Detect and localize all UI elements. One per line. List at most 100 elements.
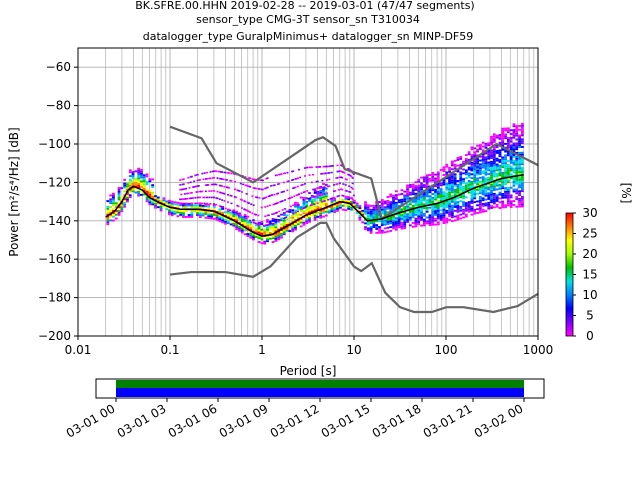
density-cell [476,148,479,151]
density-cell [280,232,283,235]
density-cell [274,222,278,225]
density-cell [520,138,524,141]
density-cell [137,179,141,182]
density-cell [484,165,488,168]
density-cell [215,197,218,199]
density-cell [128,188,132,191]
density-cell [436,196,440,199]
density-cell [515,152,519,154]
density-cell [411,212,415,215]
density-cell [156,198,160,201]
density-cell [148,203,152,206]
density-cell [490,137,493,140]
density-cell [375,212,379,215]
density-cell [481,176,485,179]
density-cell [208,177,211,180]
density-cell [321,172,324,175]
density-cell [394,222,398,225]
density-cell [372,226,376,228]
density-cell [319,195,323,198]
density-cell [184,216,188,218]
density-cell [414,188,418,191]
density-cell [364,216,367,219]
density-cell [462,160,465,163]
density-cell [406,190,409,193]
density-cell [340,164,343,166]
density-cell [112,211,115,214]
density-cell [406,203,409,206]
density-cell [173,203,177,206]
density-cell [473,193,477,196]
density-cell [278,210,281,213]
density-cell [481,205,485,207]
density-cell [355,212,359,214]
density-cell [206,202,208,205]
density-cell [228,172,231,174]
density-cell [450,216,454,219]
density-cell [492,135,496,138]
density-cell [450,175,454,178]
density-cell [518,138,521,141]
density-cell [333,211,337,213]
density-cell [422,193,426,196]
density-cell [366,221,370,224]
density-cell [278,173,281,176]
density-cell [271,237,275,240]
density-cell [260,230,264,233]
density-cell [347,200,351,203]
density-cell [431,189,435,192]
density-cell [268,232,272,234]
density-cell [506,179,510,182]
density-cell [274,236,278,238]
density-cell [230,195,233,197]
density-cell [442,200,446,203]
density-cell [258,223,261,226]
density-cell [425,193,429,196]
density-cell [515,125,519,128]
density-cell [246,233,250,235]
density-cell [369,212,373,215]
density-cell [403,200,407,203]
density-cell [375,206,379,209]
density-cell [109,194,113,197]
density-cell [470,184,474,187]
density-cell [264,224,267,227]
density-cell [240,216,244,219]
density-cell [184,204,188,207]
density-cell [294,219,297,222]
density-cell [456,208,460,211]
density-cell [249,236,253,239]
density-cell [487,155,491,158]
density-cell [338,202,342,205]
density-cell [246,210,249,212]
density-cell [464,182,468,185]
density-cell [244,176,247,178]
density-cell [238,227,241,230]
density-cell [123,200,127,202]
density-cell [425,181,429,184]
density-cell [145,190,149,193]
density-cell [168,209,171,212]
density-cell [448,213,451,216]
density-cell [218,198,221,201]
density-cell [285,216,288,219]
density-cell [106,205,110,208]
density-cell [294,228,297,231]
density-cell [520,132,524,135]
density-cell [512,129,516,131]
density-cell [506,173,510,176]
density-cell [260,242,264,245]
density-cell [324,195,328,198]
density-cell [142,176,146,179]
density-cell [280,225,283,228]
density-cell [504,192,507,195]
density-cell [442,191,446,194]
density-cell [249,221,253,224]
density-cell [179,211,183,214]
density-cell [106,217,110,220]
density-cell [506,146,510,149]
density-cell [282,217,285,220]
density-cell [286,189,289,192]
density-cell [504,204,507,207]
